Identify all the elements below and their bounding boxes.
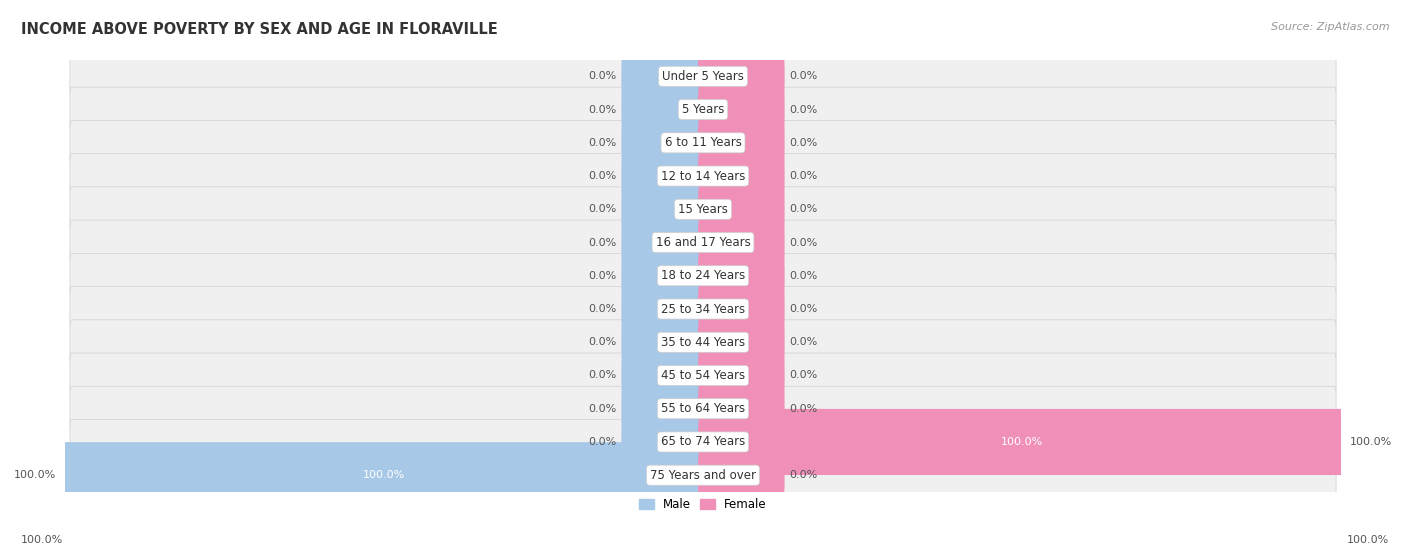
Text: 0.0%: 0.0% (589, 371, 617, 381)
Text: 0.0%: 0.0% (789, 72, 817, 82)
FancyBboxPatch shape (697, 77, 785, 143)
Text: 6 to 11 Years: 6 to 11 Years (665, 136, 741, 149)
Text: 0.0%: 0.0% (789, 238, 817, 248)
FancyBboxPatch shape (697, 110, 785, 176)
Text: 0.0%: 0.0% (589, 271, 617, 281)
Text: 55 to 64 Years: 55 to 64 Years (661, 402, 745, 415)
Text: 0.0%: 0.0% (789, 271, 817, 281)
FancyBboxPatch shape (70, 287, 1336, 331)
FancyBboxPatch shape (621, 409, 709, 475)
FancyBboxPatch shape (697, 442, 785, 508)
FancyBboxPatch shape (697, 409, 1346, 475)
Text: 100.0%: 100.0% (1347, 535, 1389, 545)
FancyBboxPatch shape (621, 43, 709, 110)
FancyBboxPatch shape (697, 276, 785, 342)
Text: 0.0%: 0.0% (589, 204, 617, 214)
Text: 0.0%: 0.0% (589, 238, 617, 248)
FancyBboxPatch shape (697, 43, 785, 110)
Text: 12 to 14 Years: 12 to 14 Years (661, 169, 745, 183)
Text: 0.0%: 0.0% (589, 171, 617, 181)
Text: 0.0%: 0.0% (789, 304, 817, 314)
Legend: Male, Female: Male, Female (634, 494, 772, 516)
Text: 0.0%: 0.0% (589, 437, 617, 447)
Text: 0.0%: 0.0% (589, 404, 617, 414)
Text: 0.0%: 0.0% (789, 204, 817, 214)
FancyBboxPatch shape (621, 309, 709, 375)
FancyBboxPatch shape (697, 210, 785, 276)
Text: 0.0%: 0.0% (589, 72, 617, 82)
FancyBboxPatch shape (70, 386, 1336, 431)
Text: 100.0%: 100.0% (1001, 437, 1043, 447)
FancyBboxPatch shape (621, 343, 709, 409)
FancyBboxPatch shape (621, 276, 709, 342)
Text: 0.0%: 0.0% (789, 470, 817, 480)
Text: 45 to 54 Years: 45 to 54 Years (661, 369, 745, 382)
Text: 0.0%: 0.0% (789, 138, 817, 148)
Text: 100.0%: 100.0% (21, 535, 63, 545)
Text: Under 5 Years: Under 5 Years (662, 70, 744, 83)
Text: 0.0%: 0.0% (789, 171, 817, 181)
Text: 75 Years and over: 75 Years and over (650, 468, 756, 482)
FancyBboxPatch shape (697, 376, 785, 442)
Text: 0.0%: 0.0% (589, 337, 617, 347)
FancyBboxPatch shape (70, 253, 1336, 298)
Text: 18 to 24 Years: 18 to 24 Years (661, 269, 745, 282)
FancyBboxPatch shape (70, 453, 1336, 498)
FancyBboxPatch shape (70, 220, 1336, 265)
FancyBboxPatch shape (621, 77, 709, 143)
FancyBboxPatch shape (70, 87, 1336, 132)
FancyBboxPatch shape (697, 143, 785, 209)
Text: 100.0%: 100.0% (1350, 437, 1392, 447)
FancyBboxPatch shape (70, 187, 1336, 232)
Text: 15 Years: 15 Years (678, 203, 728, 216)
Text: 0.0%: 0.0% (589, 304, 617, 314)
FancyBboxPatch shape (70, 154, 1336, 198)
Text: 0.0%: 0.0% (789, 337, 817, 347)
Text: 0.0%: 0.0% (589, 138, 617, 148)
Text: 100.0%: 100.0% (14, 470, 56, 480)
Text: 100.0%: 100.0% (363, 470, 405, 480)
FancyBboxPatch shape (60, 442, 709, 508)
Text: 65 to 74 Years: 65 to 74 Years (661, 435, 745, 448)
FancyBboxPatch shape (621, 143, 709, 209)
Text: 16 and 17 Years: 16 and 17 Years (655, 236, 751, 249)
Text: 0.0%: 0.0% (589, 105, 617, 115)
Text: INCOME ABOVE POVERTY BY SEX AND AGE IN FLORAVILLE: INCOME ABOVE POVERTY BY SEX AND AGE IN F… (21, 22, 498, 37)
FancyBboxPatch shape (621, 110, 709, 176)
Text: 25 to 34 Years: 25 to 34 Years (661, 302, 745, 315)
FancyBboxPatch shape (697, 243, 785, 309)
FancyBboxPatch shape (697, 176, 785, 243)
FancyBboxPatch shape (621, 376, 709, 442)
FancyBboxPatch shape (697, 309, 785, 375)
FancyBboxPatch shape (621, 243, 709, 309)
Text: Source: ZipAtlas.com: Source: ZipAtlas.com (1271, 22, 1389, 32)
FancyBboxPatch shape (697, 343, 785, 409)
FancyBboxPatch shape (70, 353, 1336, 398)
FancyBboxPatch shape (70, 320, 1336, 364)
Text: 35 to 44 Years: 35 to 44 Years (661, 336, 745, 349)
FancyBboxPatch shape (70, 54, 1336, 99)
Text: 5 Years: 5 Years (682, 103, 724, 116)
Text: 0.0%: 0.0% (789, 404, 817, 414)
FancyBboxPatch shape (621, 176, 709, 243)
FancyBboxPatch shape (70, 120, 1336, 165)
FancyBboxPatch shape (70, 419, 1336, 465)
FancyBboxPatch shape (621, 210, 709, 276)
Text: 0.0%: 0.0% (789, 371, 817, 381)
Text: 0.0%: 0.0% (789, 105, 817, 115)
